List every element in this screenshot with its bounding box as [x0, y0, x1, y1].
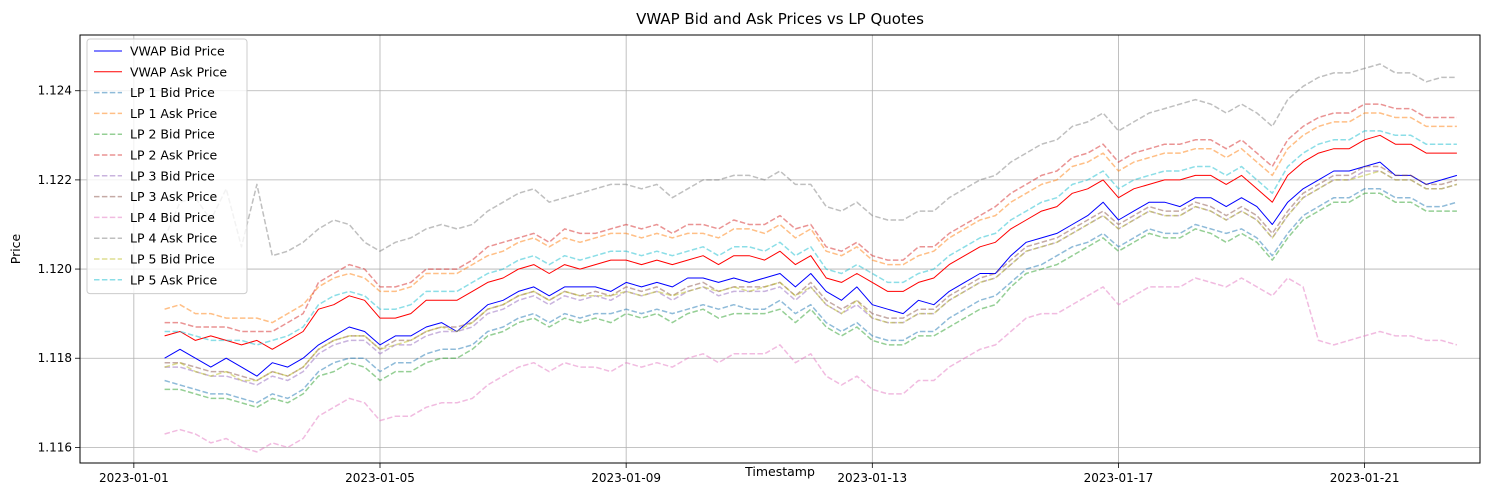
x-tick-label: 2023-01-21 — [1330, 471, 1400, 485]
plot-frame — [79, 34, 1481, 464]
legend-label: LP 3 Bid Price — [130, 168, 215, 183]
x-tick-label: 2023-01-17 — [1084, 471, 1154, 485]
legend-label: LP 5 Bid Price — [130, 252, 215, 267]
x-tick-label: 2023-01-13 — [837, 471, 907, 485]
legend-label: VWAP Bid Price — [130, 44, 225, 59]
series-line-lp-1-ask-price — [164, 112, 1457, 324]
series-line-lp-2-ask-price — [164, 103, 1457, 333]
y-axis-title: Price — [8, 233, 23, 264]
legend-box — [86, 38, 248, 295]
series-line-lp-5-ask-price — [164, 130, 1457, 346]
legend-label: LP 2 Bid Price — [130, 127, 215, 142]
y-tick-label: 1.116 — [38, 440, 72, 454]
legend-label: VWAP Ask Price — [130, 64, 227, 79]
x-tick-label: 2023-01-09 — [591, 471, 661, 485]
chart-title: VWAP Bid and Ask Prices vs LP Quotes — [636, 10, 924, 28]
series-line-vwap-bid-price — [164, 161, 1458, 377]
legend-label: LP 5 Ask Price — [130, 272, 217, 287]
legend-label: LP 3 Ask Price — [130, 189, 217, 204]
series-line-lp-4-ask-price — [163, 63, 1457, 257]
x-axis-title: Timestamp — [744, 464, 815, 479]
y-tick-label: 1.122 — [38, 173, 72, 187]
lines-layer — [163, 63, 1458, 453]
series-line-lp-3-bid-price — [164, 170, 1458, 386]
ticks-layer: 2023-01-01 2023-01-05 2023-01-09 2023-01-13… — [38, 84, 1400, 485]
series-line-lp-4-bid-price — [164, 277, 1458, 453]
series-line-lp-1-bid-price — [164, 188, 1458, 404]
x-tick-label: 2023-01-01 — [99, 471, 169, 485]
series-line-vwap-ask-price — [164, 134, 1457, 350]
legend-label: LP 1 Bid Price — [130, 85, 215, 100]
legend-label: LP 4 Ask Price — [130, 231, 217, 246]
y-tick-label: 1.118 — [38, 351, 72, 365]
series-line-lp-2-bid-price — [164, 192, 1457, 409]
legend: VWAP Bid Price VWAP Ask Price LP 1 Bid Pri… — [86, 38, 248, 295]
y-tick-label: 1.120 — [38, 262, 72, 276]
legend-label: LP 1 Ask Price — [130, 106, 217, 121]
x-tick-label: 2023-01-05 — [345, 471, 415, 485]
legend-label: LP 2 Ask Price — [130, 148, 217, 163]
legend-label: LP 4 Bid Price — [130, 210, 215, 225]
series-line-lp-3-ask-price — [164, 165, 1458, 382]
y-tick-label: 1.124 — [38, 84, 72, 98]
